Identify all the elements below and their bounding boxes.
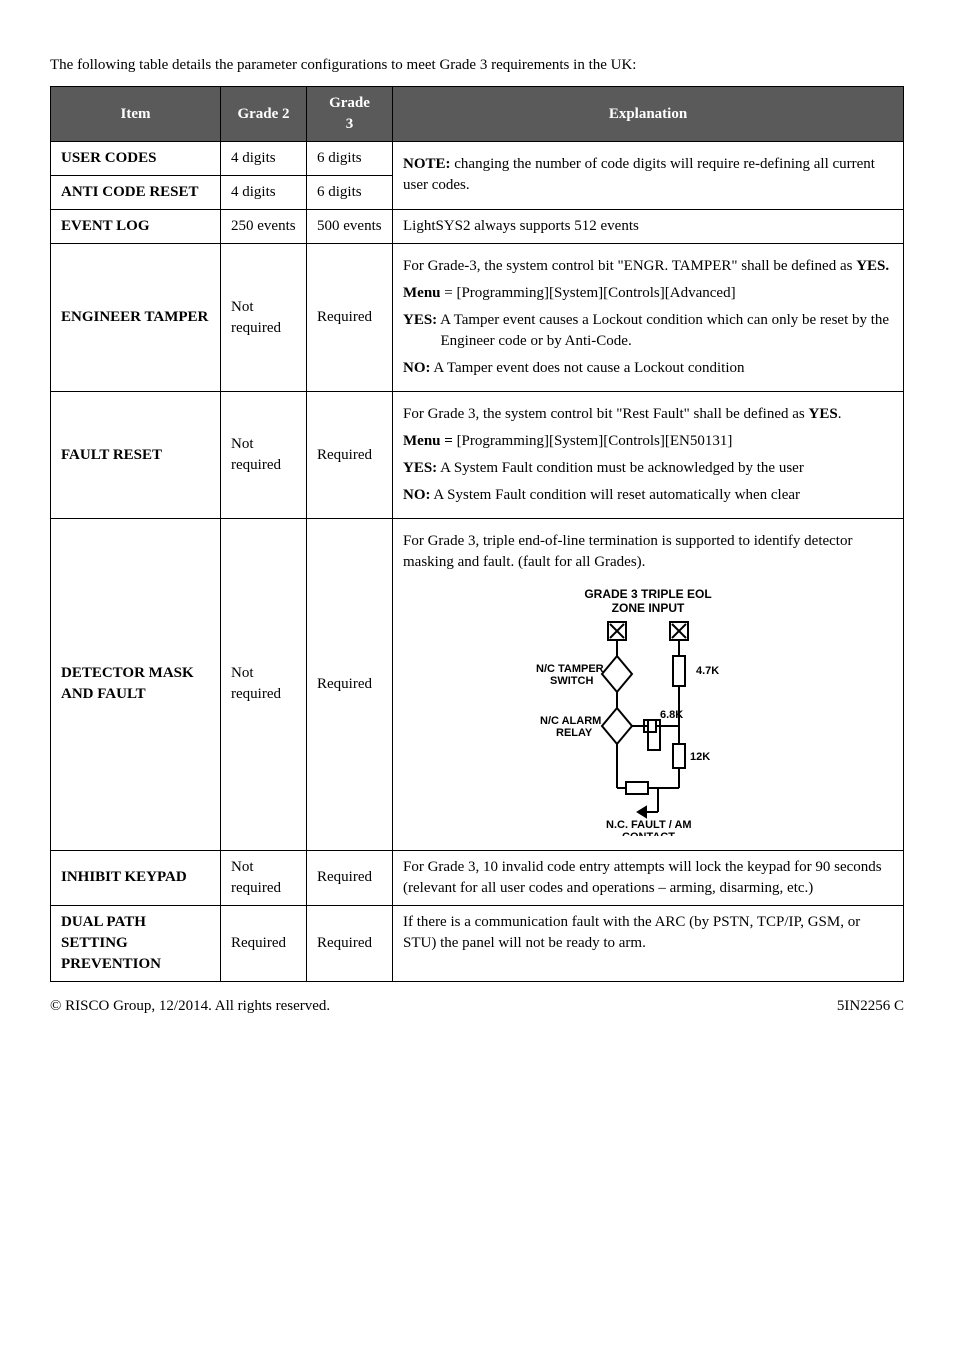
item-user-codes: USER CODES	[51, 142, 221, 176]
footer-left: © RISCO Group, 12/2014. All rights reser…	[50, 996, 330, 1017]
g3-user-codes: 6 digits	[307, 142, 393, 176]
fr-no: NO: A System Fault condition will reset …	[403, 485, 893, 506]
exp-dual-path: If there is a communication fault with t…	[393, 905, 904, 981]
circuit-diagram-svg: N/C TAMPER SWITCH N/C ALARM RELAY N.C. F…	[498, 616, 798, 836]
fr-yes-label: YES:	[403, 460, 437, 476]
g3-fault-reset: Required	[307, 392, 393, 519]
col-item: Item	[51, 87, 221, 142]
config-table: Item Grade 2 Grade 3 Explanation USER CO…	[50, 86, 904, 982]
g2-fault-reset: Not required	[221, 392, 307, 519]
fr-yes-rest: A System Fault condition must be acknowl…	[437, 460, 804, 476]
fr-menu-label: Menu =	[403, 433, 453, 449]
table-row: USER CODES 4 digits 6 digits NOTE: chang…	[51, 142, 904, 176]
exp-detector: For Grade 3, triple end-of-line terminat…	[393, 519, 904, 851]
exp-inhibit: For Grade 3, 10 invalid code entry attem…	[393, 850, 904, 905]
lbl-12k: 12K	[690, 751, 710, 763]
et-menu-label: Menu	[403, 285, 441, 301]
et-p1: For Grade-3, the system control bit "ENG…	[403, 256, 893, 277]
fr-p1-a: For Grade 3, the system control bit "Res…	[403, 406, 809, 422]
g3-inhibit: Required	[307, 850, 393, 905]
g3-event-log: 500 events	[307, 210, 393, 244]
exp-user-anti: NOTE: changing the number of code digits…	[393, 142, 904, 210]
col-explanation: Explanation	[393, 87, 904, 142]
exp-engineer-tamper: For Grade-3, the system control bit "ENG…	[393, 244, 904, 392]
col-grade3-a: Grade	[329, 95, 370, 111]
det-diag-title-a: GRADE 3 TRIPLE EOL	[584, 587, 711, 601]
fr-no-label: NO:	[403, 487, 431, 503]
item-detector: DETECTOR MASK AND FAULT	[51, 519, 221, 851]
note-label: NOTE:	[403, 156, 451, 172]
lbl-fault-a: N.C. FAULT / AM	[606, 819, 692, 831]
lbl-47k: 4.7K	[696, 665, 719, 677]
item-fault-reset: FAULT RESET	[51, 392, 221, 519]
table-row: DETECTOR MASK AND FAULT Not required Req…	[51, 519, 904, 851]
lbl-68k: 6.8K	[660, 709, 683, 721]
et-yes-rest: A Tamper event causes a Lockout conditio…	[437, 312, 889, 349]
g3-anti-code: 6 digits	[307, 176, 393, 210]
g2-inhibit: Not required	[221, 850, 307, 905]
item-engineer-tamper: ENGINEER TAMPER	[51, 244, 221, 392]
lbl-alarm-a: N/C ALARM	[540, 715, 601, 727]
det-p1: For Grade 3, triple end-of-line terminat…	[403, 531, 893, 573]
lbl-tamper-b: SWITCH	[550, 675, 593, 687]
fr-menu: Menu = [Programming][System][Controls][E…	[403, 431, 893, 452]
item-event-log: EVENT LOG	[51, 210, 221, 244]
fr-p1-b: YES	[809, 406, 838, 422]
g2-user-codes: 4 digits	[221, 142, 307, 176]
et-yes-label: YES:	[403, 312, 437, 328]
et-p1-a: For Grade-3, the system control bit "ENG…	[403, 258, 856, 274]
col-grade3-b: 3	[346, 116, 354, 132]
footer-right: 5IN2256 C	[837, 996, 904, 1017]
fr-p1: For Grade 3, the system control bit "Res…	[403, 404, 893, 425]
table-row: DUAL PATH SETTING PREVENTION Required Re…	[51, 905, 904, 981]
table-row: FAULT RESET Not required Required For Gr…	[51, 392, 904, 519]
g3-engineer-tamper: Required	[307, 244, 393, 392]
et-yes: YES: A Tamper event causes a Lockout con…	[403, 310, 893, 352]
et-p1-b: YES.	[856, 258, 889, 274]
g2-dual-path: Required	[221, 905, 307, 981]
table-header-row: Item Grade 2 Grade 3 Explanation	[51, 87, 904, 142]
det-diag-title: GRADE 3 TRIPLE EOL ZONE INPUT	[403, 587, 893, 616]
fr-menu-rest: [Programming][System][Controls][EN50131]	[453, 433, 733, 449]
lbl-fault-b: CONTACT	[622, 831, 675, 836]
note-rest: changing the number of code digits will …	[403, 156, 875, 193]
det-diagram: GRADE 3 TRIPLE EOL ZONE INPUT	[403, 579, 893, 844]
g2-engineer-tamper: Not required	[221, 244, 307, 392]
et-no-label: NO:	[403, 360, 431, 376]
page-footer: © RISCO Group, 12/2014. All rights reser…	[50, 996, 904, 1017]
intro-text: The following table details the paramete…	[50, 55, 904, 76]
et-menu: Menu = [Programming][System][Controls][A…	[403, 283, 893, 304]
note-line: NOTE: changing the number of code digits…	[403, 154, 893, 196]
fr-no-rest: A System Fault condition will reset auto…	[431, 487, 801, 503]
exp-fault-reset: For Grade 3, the system control bit "Res…	[393, 392, 904, 519]
table-row: EVENT LOG 250 events 500 events LightSYS…	[51, 210, 904, 244]
fr-p1-c: .	[838, 406, 842, 422]
exp-event-log: LightSYS2 always supports 512 events	[393, 210, 904, 244]
g3-detector: Required	[307, 519, 393, 851]
item-anti-code: ANTI CODE RESET	[51, 176, 221, 210]
item-inhibit: INHIBIT KEYPAD	[51, 850, 221, 905]
g2-anti-code: 4 digits	[221, 176, 307, 210]
g2-event-log: 250 events	[221, 210, 307, 244]
lbl-alarm-b: RELAY	[556, 727, 593, 739]
et-menu-rest: = [Programming][System][Controls][Advanc…	[441, 285, 736, 301]
fr-yes: YES: A System Fault condition must be ac…	[403, 458, 893, 479]
et-no: NO: A Tamper event does not cause a Lock…	[403, 358, 893, 379]
table-row: INHIBIT KEYPAD Not required Required For…	[51, 850, 904, 905]
g3-dual-path: Required	[307, 905, 393, 981]
table-row: ENGINEER TAMPER Not required Required Fo…	[51, 244, 904, 392]
det-diag-title-b: ZONE INPUT	[612, 601, 685, 615]
g2-detector: Not required	[221, 519, 307, 851]
col-grade3: Grade 3	[307, 87, 393, 142]
et-no-rest: A Tamper event does not cause a Lockout …	[431, 360, 745, 376]
item-dual-path: DUAL PATH SETTING PREVENTION	[51, 905, 221, 981]
col-grade2: Grade 2	[221, 87, 307, 142]
lbl-tamper-a: N/C TAMPER	[536, 663, 604, 675]
